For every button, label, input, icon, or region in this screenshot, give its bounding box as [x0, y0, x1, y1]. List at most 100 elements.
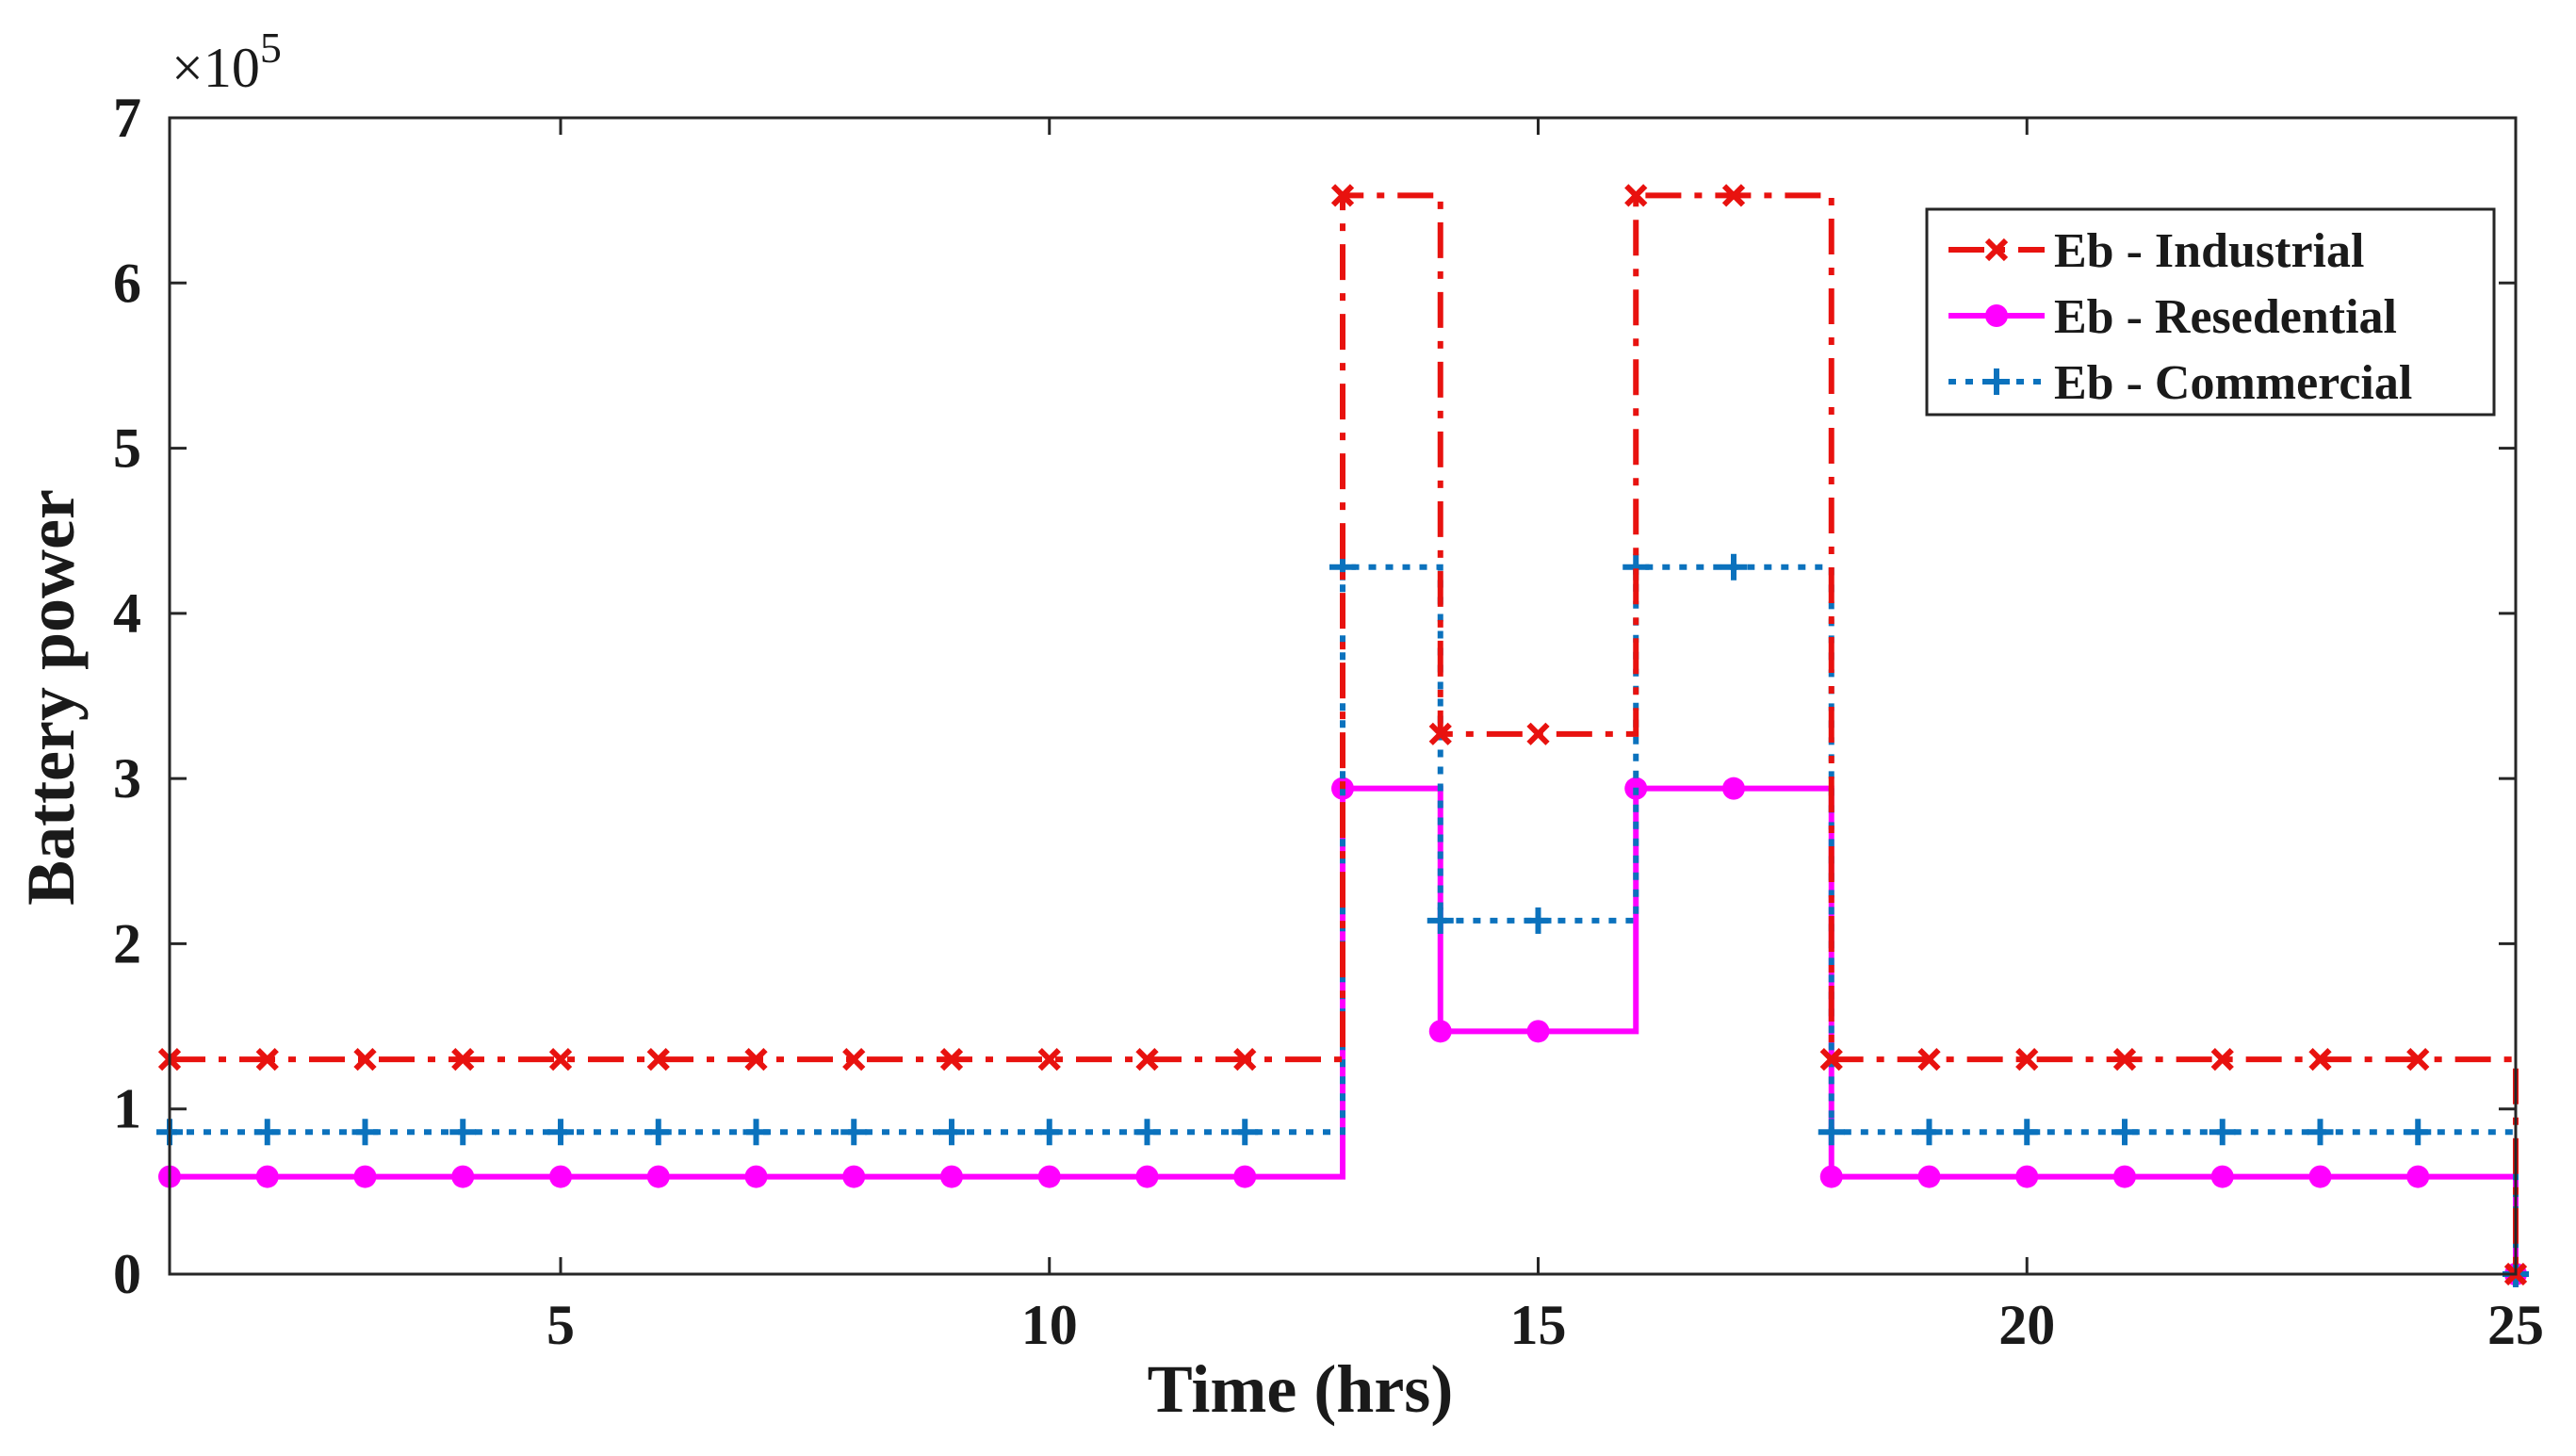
data-point [1819, 1048, 1843, 1072]
y-tick-label: 1 [113, 1078, 141, 1140]
series-eb-commercial [156, 553, 2529, 1287]
legend-label: Eb - Commercial [2054, 356, 2412, 410]
plot-series [156, 184, 2529, 1287]
x-tick-label: 10 [1021, 1294, 1078, 1356]
legend-item: Eb - Commercial [1948, 356, 2412, 410]
data-point [939, 1048, 964, 1072]
data-point [1133, 1119, 1161, 1146]
data-point [2405, 1119, 2432, 1146]
marker-stroke [1721, 184, 1746, 207]
data-point [2113, 1165, 2136, 1188]
marker-stroke [1233, 1048, 1257, 1072]
marker-stroke [2406, 1048, 2430, 1072]
legend-marker [1984, 237, 2009, 262]
data-point [2112, 1048, 2137, 1072]
data-point [2111, 1119, 2138, 1146]
marker-stroke [939, 1048, 964, 1072]
marker-stroke [646, 1048, 670, 1072]
data-point [451, 1048, 475, 1072]
data-point [938, 1119, 965, 1146]
legend-marker [1983, 368, 2010, 395]
marker-stroke [744, 1048, 768, 1072]
data-point [1524, 907, 1552, 934]
data-point [1917, 1165, 1941, 1188]
y-tick-label: 6 [113, 252, 141, 314]
data-point [1722, 777, 1745, 800]
marker-stroke [1330, 184, 1355, 207]
data-point [744, 1165, 768, 1188]
data-point [449, 1119, 477, 1146]
data-point [1035, 1119, 1063, 1146]
legend-label: Eb - Resedential [2054, 290, 2397, 344]
data-point [742, 1119, 770, 1146]
x-axis-title: Time (hrs) [1148, 1351, 1454, 1427]
data-point [2308, 1048, 2332, 1072]
data-point [2406, 1165, 2430, 1188]
x-tick-label: 15 [1510, 1294, 1567, 1356]
data-point [1721, 184, 1746, 207]
marker-stroke [2112, 1048, 2137, 1072]
data-point [1819, 1165, 1843, 1188]
data-point [2015, 1048, 2039, 1072]
data-point [1917, 1048, 1941, 1072]
data-point [1916, 1119, 1943, 1146]
data-point [1233, 1165, 1257, 1188]
y-axis-title: Battery power [13, 489, 89, 906]
legend-item: Eb - Resedential [1948, 290, 2397, 344]
y-tick-label: 0 [113, 1243, 141, 1305]
marker-stroke [353, 1048, 377, 1072]
marker-stroke [2210, 1048, 2234, 1072]
y-tick-label: 2 [113, 912, 141, 974]
marker-stroke [2308, 1048, 2332, 1072]
x-tick-label: 5 [546, 1294, 575, 1356]
legend: Eb - Industrial Eb - Resedential Eb - Comm… [1925, 207, 2496, 417]
marker-stroke [255, 1048, 279, 1072]
legend-item: Eb - Industrial [1948, 224, 2364, 278]
data-point [548, 1048, 573, 1072]
marker-stroke [1037, 1048, 1061, 1072]
marker-stroke [1135, 1048, 1159, 1072]
data-point [2014, 1119, 2041, 1146]
data-point [1624, 184, 1648, 207]
data-point [842, 1165, 866, 1188]
data-point [1231, 1119, 1259, 1146]
data-point [2308, 1165, 2332, 1188]
data-point [253, 1119, 281, 1146]
data-point [351, 1119, 379, 1146]
data-point [1330, 184, 1355, 207]
data-point [2015, 1165, 2039, 1188]
data-point [842, 1048, 866, 1072]
marker-stroke [451, 1048, 475, 1072]
data-point [940, 1165, 963, 1188]
data-point [353, 1048, 377, 1072]
data-point [644, 1119, 672, 1146]
data-point [255, 1048, 279, 1072]
data-point [353, 1165, 377, 1188]
data-point [1428, 1020, 1452, 1043]
data-point [1818, 1119, 1845, 1146]
x-tick-label: 20 [1998, 1294, 2055, 1356]
series-line [170, 192, 2519, 1274]
data-point [1135, 1048, 1159, 1072]
marker-stroke [2015, 1048, 2039, 1072]
marker-stroke [1624, 184, 1648, 207]
data-point [549, 1165, 572, 1188]
x-axis: 5 10 15 20 25 [546, 118, 2544, 1356]
marker-stroke [548, 1048, 573, 1072]
data-point [1526, 722, 1550, 745]
data-point [840, 1119, 868, 1146]
y-tick-label: 7 [113, 87, 141, 149]
data-point [547, 1119, 574, 1146]
marker-stroke [1819, 1048, 1843, 1072]
data-point [2210, 1165, 2234, 1188]
legend-label: Eb - Industrial [2054, 224, 2364, 278]
legend-marker [1985, 304, 2008, 327]
data-point [2209, 1119, 2236, 1146]
data-point [1233, 1048, 1257, 1072]
marker-stroke [1917, 1048, 1941, 1072]
data-point [1135, 1165, 1159, 1188]
data-point [1037, 1165, 1061, 1188]
y-tick-label: 3 [113, 747, 141, 810]
data-point [1720, 553, 1747, 581]
